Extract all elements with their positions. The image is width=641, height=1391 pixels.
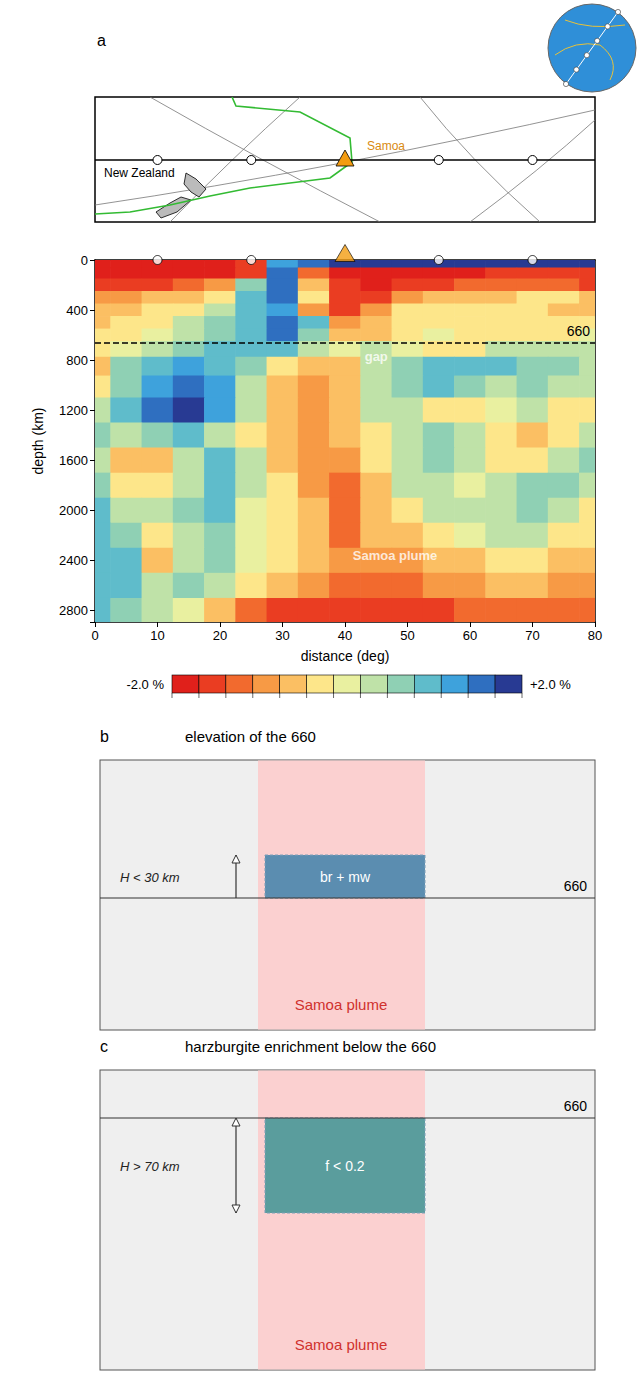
svg-text:60: 60 [463,628,477,643]
svg-text:660: 660 [567,323,591,339]
svg-text:a: a [97,32,106,49]
svg-text:400: 400 [66,303,88,318]
svg-text:b: b [100,728,109,745]
svg-text:harzburgite enrichment below t: harzburgite enrichment below the 660 [185,1038,436,1055]
svg-text:0: 0 [81,253,88,268]
svg-text:+2.0 %: +2.0 % [530,677,571,692]
svg-text:70: 70 [525,628,539,643]
svg-text:f < 0.2: f < 0.2 [325,1158,365,1174]
svg-text:80: 80 [588,628,602,643]
svg-text:Samoa plume: Samoa plume [295,996,388,1013]
svg-text:660: 660 [564,1098,588,1114]
svg-text:0: 0 [91,628,98,643]
svg-text:20: 20 [213,628,227,643]
svg-text:H > 70 km: H > 70 km [120,1159,180,1174]
svg-text:Samoa plume: Samoa plume [353,548,438,563]
svg-text:br + mw: br + mw [320,869,371,885]
svg-text:1600: 1600 [59,453,88,468]
svg-text:2400: 2400 [59,553,88,568]
svg-text:1200: 1200 [59,403,88,418]
svg-text:New Zealand: New Zealand [104,166,175,180]
svg-text:40: 40 [338,628,352,643]
svg-text:2800: 2800 [59,603,88,618]
svg-text:elevation of the 660: elevation of the 660 [185,728,316,745]
svg-text:distance (deg): distance (deg) [301,648,390,664]
svg-text:10: 10 [150,628,164,643]
svg-text:Samoa plume: Samoa plume [295,1336,388,1353]
svg-text:800: 800 [66,353,88,368]
svg-text:H < 30 km: H < 30 km [120,870,180,885]
svg-text:depth (km): depth (km) [30,408,46,475]
svg-text:Samoa: Samoa [367,139,405,153]
svg-text:2000: 2000 [59,503,88,518]
svg-text:-2.0 %: -2.0 % [126,677,164,692]
svg-text:660: 660 [564,878,588,894]
svg-text:30: 30 [275,628,289,643]
svg-text:c: c [100,1038,108,1055]
svg-text:gap: gap [365,349,388,364]
svg-text:50: 50 [400,628,414,643]
